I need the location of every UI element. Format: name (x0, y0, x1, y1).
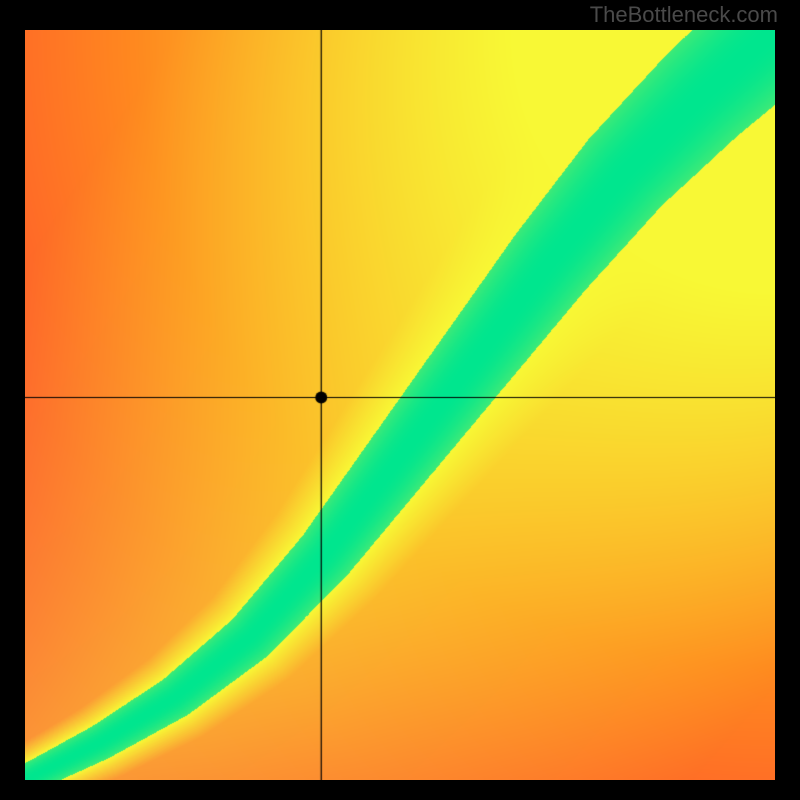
watermark-text: TheBottleneck.com (590, 2, 778, 28)
chart-frame: TheBottleneck.com (0, 0, 800, 800)
heatmap-container (25, 30, 775, 780)
bottleneck-heatmap (25, 30, 775, 780)
